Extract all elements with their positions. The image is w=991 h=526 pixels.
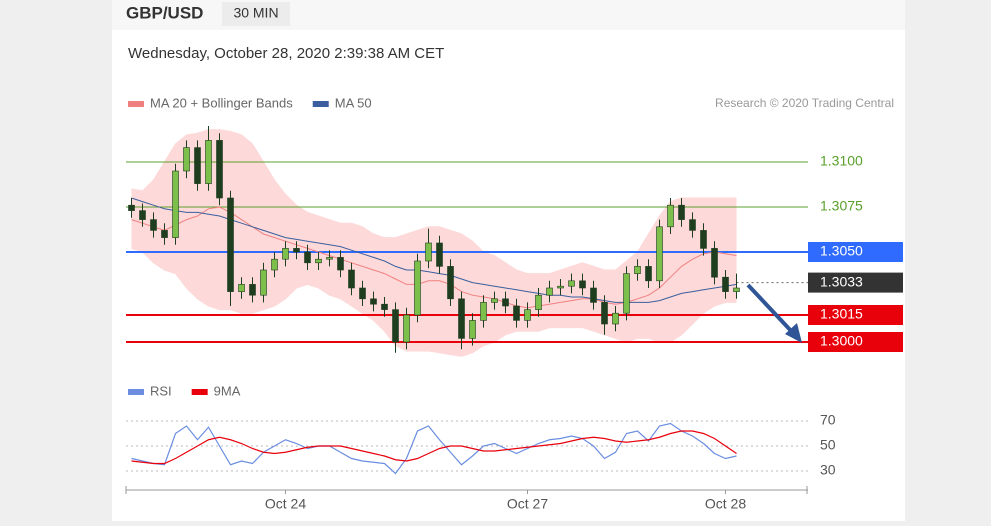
candle-body — [425, 242, 432, 262]
candle-body — [458, 298, 465, 339]
y-tick-label: 70 — [820, 412, 836, 428]
candle-body — [469, 320, 476, 339]
candle-body — [524, 309, 531, 321]
level-label: 1.3033 — [820, 273, 863, 289]
candle-body — [238, 284, 245, 292]
candle-body — [568, 280, 575, 287]
legend-label: MA 50 — [335, 95, 372, 110]
x-tick-label: Oct 28 — [705, 496, 746, 512]
legend-label: MA 20 + Bollinger Bands — [150, 95, 293, 110]
candle-body — [436, 242, 443, 267]
rsi-line — [131, 422, 737, 475]
legend-swatch — [191, 389, 208, 395]
candle-body — [623, 273, 630, 314]
candle-body — [414, 260, 421, 316]
candle-body — [216, 140, 223, 199]
bollinger-band — [131, 129, 737, 357]
candle-body — [337, 257, 344, 271]
y-tick-label: 50 — [820, 437, 836, 453]
candle-body — [502, 298, 509, 307]
candle-body — [612, 312, 619, 325]
candle-body — [546, 287, 553, 296]
timeframe: 30 MIN — [233, 5, 278, 21]
level-label: 1.3000 — [820, 333, 863, 349]
candle-body — [381, 303, 388, 310]
candle-body — [711, 248, 718, 278]
arrow-head — [785, 323, 802, 343]
candle-body — [293, 248, 300, 253]
level-box — [808, 272, 903, 293]
credit: Research © 2020 Trading Central — [715, 96, 894, 110]
level-box — [808, 332, 903, 352]
candle-body — [535, 294, 542, 310]
candle-body — [227, 197, 234, 292]
candle-body — [557, 285, 564, 289]
candle-body — [150, 219, 157, 231]
candle-body — [513, 305, 520, 321]
candle-body — [722, 276, 729, 292]
candle-body — [700, 230, 707, 249]
candle-body — [249, 284, 256, 296]
timeframe-box — [222, 2, 290, 26]
candle-body — [271, 258, 278, 271]
candle-body — [392, 309, 399, 343]
candle-body — [205, 140, 212, 184]
candle-body — [634, 266, 641, 274]
candle-body — [326, 257, 333, 260]
symbol: GBP/USD — [126, 3, 203, 22]
timestamp: Wednesday, October 28, 2020 2:39:38 AM C… — [128, 45, 444, 62]
candle-body — [656, 226, 663, 282]
candle-body — [601, 302, 608, 325]
candle-body — [183, 147, 190, 172]
level-label: 1.3100 — [820, 153, 863, 169]
candle-body — [689, 219, 696, 231]
candle-body — [678, 204, 685, 220]
level-box — [808, 305, 903, 325]
x-tick-label: Oct 24 — [265, 496, 306, 512]
candle-body — [733, 287, 740, 292]
arrow-shaft — [746, 283, 796, 336]
candle-body — [161, 230, 168, 238]
legend-label: RSI — [150, 383, 172, 398]
plot: 1.3100 1.3075 1.3050 1.3033 1.3015 1.3000 MA 2… — [126, 95, 903, 512]
candle-body — [304, 251, 311, 264]
legend-swatch — [312, 101, 329, 107]
level-box — [808, 242, 903, 262]
level-label: 1.3075 — [820, 198, 863, 214]
candle-body — [480, 302, 487, 321]
y-tick-label: 30 — [820, 462, 836, 478]
candle-body — [172, 170, 179, 238]
candle-body — [590, 287, 597, 303]
candle-body — [194, 147, 201, 184]
legend-swatch — [128, 389, 144, 395]
legend-label: 9MA — [214, 383, 241, 398]
candle-body — [447, 266, 454, 300]
candle-body — [315, 258, 322, 264]
x-tick-label: Oct 27 — [507, 496, 548, 512]
candle-body — [128, 204, 135, 211]
candle-body — [139, 210, 146, 220]
level-label: 1.3015 — [820, 306, 863, 322]
bollinger-line — [131, 247, 737, 357]
candle-body — [667, 204, 674, 228]
candle-body — [370, 298, 377, 305]
level-label: 1.3050 — [820, 243, 863, 259]
rsi-line — [131, 430, 737, 465]
candle-body — [403, 314, 410, 343]
candle-body — [348, 269, 355, 289]
bollinger-line — [131, 129, 737, 275]
legend-swatch — [128, 101, 144, 107]
candle-body — [282, 248, 289, 260]
candle-body — [359, 287, 366, 300]
candle-body — [260, 269, 267, 296]
candle-body — [645, 266, 652, 282]
candle-body — [579, 280, 586, 289]
candle-body — [491, 298, 498, 303]
